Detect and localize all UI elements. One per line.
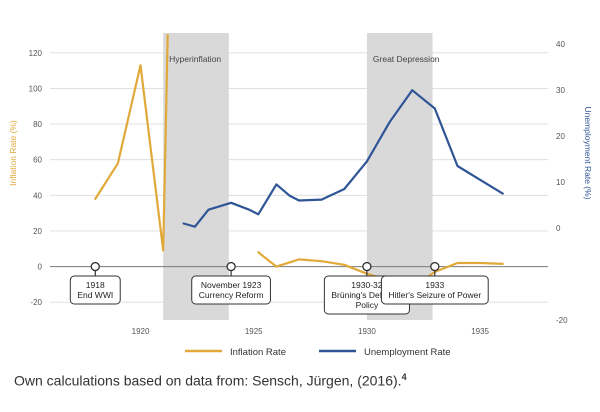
right-tick-label: 40	[556, 40, 565, 49]
annotation-marker	[226, 261, 236, 272]
annotation-text: 1918	[86, 280, 105, 290]
right-tick-label: -20	[556, 316, 568, 325]
right-tick-label: 30	[556, 86, 565, 95]
left-tick-label: 40	[33, 191, 42, 200]
shaded-period	[163, 33, 229, 320]
annotation-text: Currency Reform	[199, 290, 264, 300]
x-tick-label: 1920	[132, 327, 150, 336]
annotation-text: November 1923	[201, 280, 262, 290]
x-tick-label: 1935	[471, 327, 489, 336]
chart: Hyperinflation Great Depression -20 0 20 40 6…	[8, 33, 593, 358]
annotation-marker	[90, 261, 100, 272]
right-axis-ticks: -20 0 10 20 30 40	[556, 40, 568, 325]
right-axis-label: Unemployment Rate (%)	[583, 106, 593, 199]
left-axis-ticks: -20 0 20 40 60 80 100 120	[29, 49, 43, 307]
shaded-period	[366, 33, 433, 320]
annotation-box	[380, 275, 489, 305]
right-tick-label: 10	[556, 178, 565, 187]
series-lines	[94, 33, 504, 289]
annotation-text: 1933	[425, 280, 444, 290]
annotation-text: Policy	[356, 300, 379, 310]
x-axis-ticks: 1920 1925 1930 1935	[132, 327, 490, 336]
left-tick-label: 80	[33, 120, 42, 129]
x-tick-label: 1930	[358, 327, 376, 336]
left-tick-label: 60	[33, 156, 42, 165]
shaded-periods: Hyperinflation Great Depression	[163, 33, 440, 320]
source-footnote: 4	[401, 372, 407, 382]
left-axis-label: Inflation Rate (%)	[8, 120, 18, 186]
left-tick-label: 100	[29, 84, 43, 93]
x-tick-label: 1925	[245, 327, 263, 336]
unemployment-rate-line	[182, 89, 504, 228]
legend: Inflation Rate Unemployment Rate	[185, 347, 451, 358]
shaded-period-label: Great Depression	[373, 54, 440, 64]
annotation-text: Hitler's Seizure of Power	[388, 290, 481, 300]
right-tick-label: 0	[556, 224, 561, 233]
annotation-marker	[362, 261, 372, 272]
annotation-text: Brüning's Deflation	[331, 290, 402, 300]
left-tick-label: 120	[29, 49, 43, 58]
annotation-marker	[430, 261, 440, 272]
right-tick-label: 20	[556, 132, 565, 141]
annotation-box	[69, 275, 121, 305]
left-tick-label: 0	[38, 263, 43, 272]
source-text: Own calculations based on data from: Sen…	[14, 372, 402, 389]
shaded-period-label: Hyperinflation	[169, 54, 221, 64]
grid-lines	[50, 52, 548, 303]
inflation-rate-line	[94, 33, 169, 252]
annotation-box	[191, 275, 271, 305]
source-citation: Own calculations based on data from: Sen…	[14, 372, 407, 389]
annotation-text: End WWI	[77, 290, 113, 300]
left-tick-label: 20	[33, 227, 42, 236]
annotation-text: 1930-32	[351, 280, 382, 290]
left-tick-label: -20	[30, 298, 42, 307]
legend-label-unemployment: Unemployment Rate	[364, 347, 451, 358]
legend-label-inflation: Inflation Rate	[230, 347, 286, 358]
